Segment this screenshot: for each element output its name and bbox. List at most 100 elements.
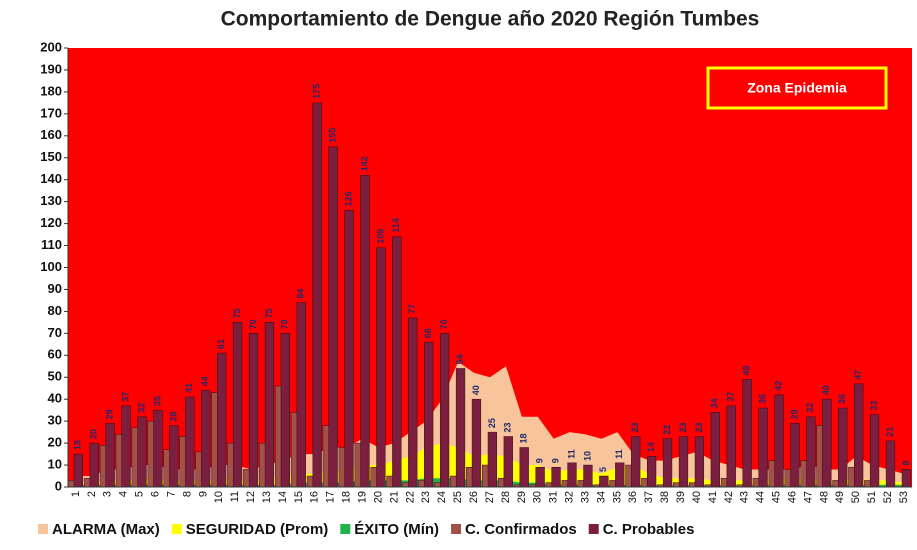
x-tick-label: 42 xyxy=(723,491,735,503)
bar xyxy=(854,383,864,488)
bar xyxy=(408,317,418,488)
bar xyxy=(344,210,354,488)
x-tick-label: 44 xyxy=(755,491,767,503)
x-tick-label: 27 xyxy=(484,491,496,503)
bar xyxy=(583,464,593,488)
bar xyxy=(567,462,577,488)
y-tick-label: 90 xyxy=(48,281,62,296)
legend-swatch xyxy=(38,524,48,534)
bar xyxy=(742,379,752,488)
annotation-box xyxy=(706,66,888,110)
bar xyxy=(185,396,195,488)
y-tick-label: 0 xyxy=(55,478,62,493)
x-tick-label: 38 xyxy=(659,491,671,503)
x-tick-label: 19 xyxy=(357,491,369,503)
chart-title: Comportamiento de Dengue año 2020 Región… xyxy=(221,8,760,31)
data-label: 32 xyxy=(136,403,146,413)
x-tick-label: 23 xyxy=(420,491,432,503)
bar xyxy=(455,368,466,488)
x-tick-label: 34 xyxy=(595,491,607,503)
bar xyxy=(217,352,227,488)
bar xyxy=(280,333,290,488)
x-tick-label: 49 xyxy=(834,491,846,503)
x-tick-label: 21 xyxy=(388,491,400,503)
x-tick-label: 11 xyxy=(229,491,241,502)
bar xyxy=(471,398,482,488)
bar xyxy=(631,436,641,488)
data-label: 35 xyxy=(152,396,162,406)
data-label: 23 xyxy=(694,422,704,432)
bar xyxy=(678,436,689,488)
bar xyxy=(201,390,211,488)
bar xyxy=(758,407,768,488)
bar xyxy=(153,409,163,488)
legend-swatch xyxy=(340,524,351,534)
data-label: 36 xyxy=(757,394,767,404)
bar xyxy=(232,322,243,488)
y-tick-label: 140 xyxy=(40,171,62,186)
x-tick-label: 36 xyxy=(627,491,639,503)
x-tick-label: 1 xyxy=(70,491,82,497)
data-label: 9 xyxy=(535,458,545,463)
data-label: 49 xyxy=(742,365,752,375)
data-label: 36 xyxy=(837,394,847,404)
y-tick-label: 110 xyxy=(41,237,62,252)
x-tick-label: 30 xyxy=(532,491,544,503)
y-tick-label: 10 xyxy=(48,456,62,471)
x-tick-label: 9 xyxy=(197,491,209,497)
data-label: 23 xyxy=(630,422,640,432)
data-label: 23 xyxy=(503,422,513,432)
data-label: 66 xyxy=(423,328,433,338)
data-label: 77 xyxy=(407,304,417,314)
y-tick-label: 100 xyxy=(40,259,62,274)
y-tick-label: 150 xyxy=(40,149,62,164)
data-label: 11 xyxy=(566,449,576,459)
x-tick-label: 20 xyxy=(372,491,384,503)
bar xyxy=(710,412,720,488)
x-tick-label: 53 xyxy=(898,491,910,503)
bar xyxy=(392,236,402,488)
data-label: 54 xyxy=(455,354,465,364)
x-tick-label: 4 xyxy=(118,491,130,497)
bar xyxy=(424,341,434,488)
legend-swatch xyxy=(588,524,599,534)
legend-label: SEGURIDAD (Prom) xyxy=(186,521,329,538)
data-label: 29 xyxy=(105,409,115,419)
bar xyxy=(774,394,784,488)
x-tick-label: 24 xyxy=(436,491,448,503)
x-tick-label: 46 xyxy=(786,491,798,503)
bar xyxy=(248,333,259,488)
bar xyxy=(869,414,880,488)
x-tick-label: 13 xyxy=(261,491,273,503)
y-tick-label: 20 xyxy=(48,435,62,450)
x-tick-label: 7 xyxy=(165,491,177,497)
x-tick-label: 8 xyxy=(181,491,193,497)
x-tick-label: 29 xyxy=(516,491,528,503)
bar xyxy=(360,175,370,488)
x-tick-label: 31 xyxy=(548,491,560,503)
data-label: 11 xyxy=(614,449,624,459)
annotation: Zona Epidemia xyxy=(747,80,847,96)
legend-label: C. Confirmados xyxy=(465,521,577,538)
data-label: 70 xyxy=(439,319,449,329)
x-tick-label: 26 xyxy=(468,491,480,503)
x-tick-label: 52 xyxy=(882,491,894,503)
x-tick-label: 45 xyxy=(771,491,783,503)
x-tick-label: 3 xyxy=(102,491,114,497)
data-label: 10 xyxy=(582,451,592,461)
data-label: 75 xyxy=(264,308,274,318)
bar xyxy=(662,438,673,488)
x-tick-label: 5 xyxy=(134,491,146,497)
y-tick-label: 170 xyxy=(40,105,62,120)
data-label: 21 xyxy=(885,427,895,437)
bar xyxy=(646,456,657,488)
x-tick-label: 17 xyxy=(325,491,337,503)
data-label: 20 xyxy=(89,429,99,439)
x-tick-label: 51 xyxy=(866,491,878,503)
bar xyxy=(487,431,498,488)
data-label: 28 xyxy=(168,412,178,422)
bar xyxy=(312,102,322,488)
data-label: 109 xyxy=(375,229,385,244)
x-tick-label: 41 xyxy=(707,491,719,503)
